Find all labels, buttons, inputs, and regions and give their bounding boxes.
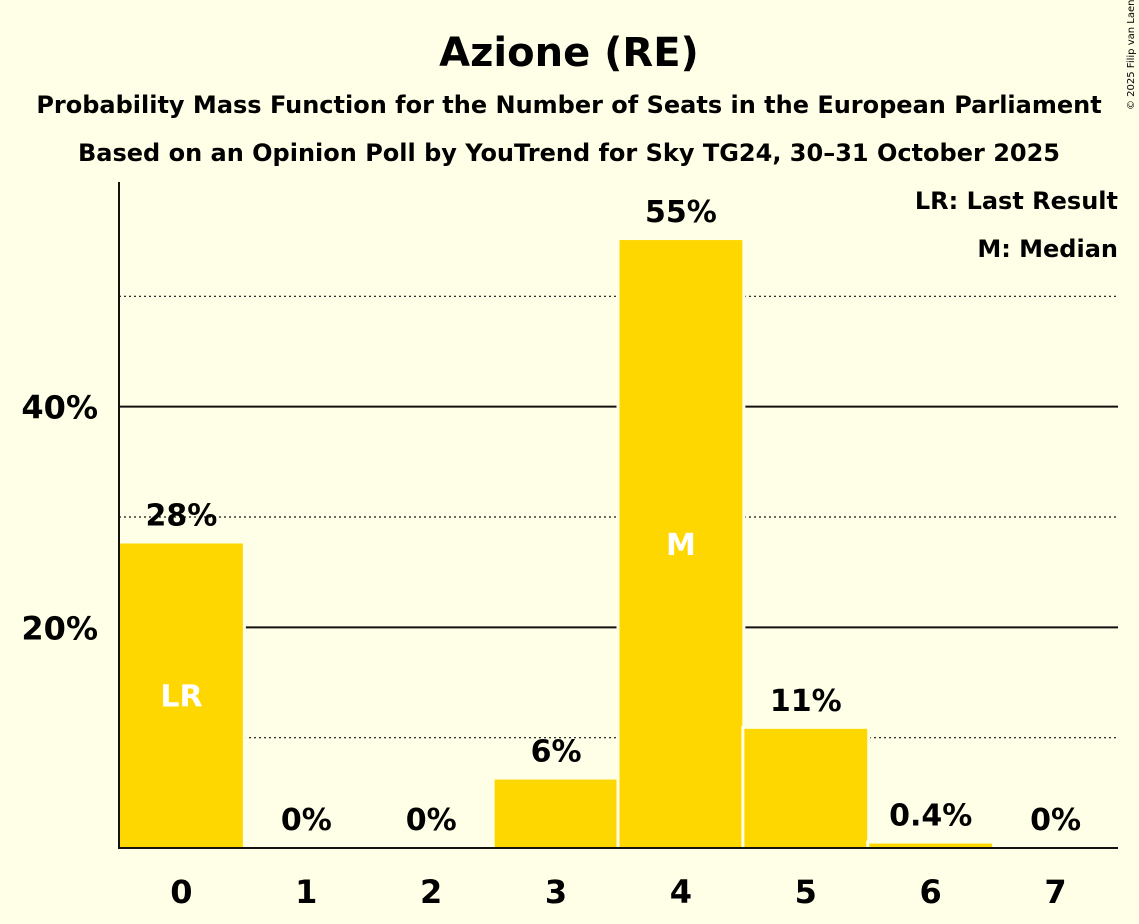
bar-5 xyxy=(744,728,868,848)
chart-subtitle-line1: Probability Mass Function for the Number… xyxy=(36,91,1101,119)
value-label-5: 11% xyxy=(770,684,842,719)
x-tick-label: 6 xyxy=(920,873,942,911)
chart-title: Azione (RE) xyxy=(439,30,699,76)
y-tick-label: 20% xyxy=(21,609,98,647)
value-label-7: 0% xyxy=(1030,803,1081,838)
bars xyxy=(117,237,996,848)
bar-marker-lr: LR xyxy=(160,680,202,715)
chart-subtitle-line2: Based on an Opinion Poll by YouTrend for… xyxy=(78,139,1060,167)
value-label-1: 0% xyxy=(281,803,332,838)
bar-0 xyxy=(120,543,243,848)
value-label-6: 0.4% xyxy=(889,799,972,834)
value-label-3: 6% xyxy=(531,735,582,770)
x-tick-label: 0 xyxy=(170,873,192,911)
copyright-notice: © 2025 Filip van Laenen xyxy=(1126,0,1137,110)
x-tick-label: 2 xyxy=(420,873,442,911)
x-tick-label: 5 xyxy=(795,873,817,911)
bar-4 xyxy=(619,240,743,848)
value-label-2: 0% xyxy=(406,803,457,838)
x-tick-label: 4 xyxy=(670,873,692,911)
legend-last-result: LR: Last Result xyxy=(915,187,1118,215)
axes: 20% 40% 0 1 2 3 4 5 6 7 xyxy=(21,182,1118,911)
x-tick-label: 7 xyxy=(1044,873,1066,911)
data-labels: 28% LR 0% 0% 6% 55% M 11% 0.4% 0% xyxy=(146,195,1082,838)
x-tick-label: 3 xyxy=(545,873,567,911)
legend-median: M: Median xyxy=(977,235,1118,263)
x-tick-label: 1 xyxy=(295,873,317,911)
y-tick-label: 40% xyxy=(21,389,98,427)
value-label-4: 55% xyxy=(645,195,717,230)
value-label-0: 28% xyxy=(146,498,218,533)
bar-6 xyxy=(869,843,993,848)
bar-3 xyxy=(494,779,618,848)
bar-marker-m: M xyxy=(666,528,696,563)
